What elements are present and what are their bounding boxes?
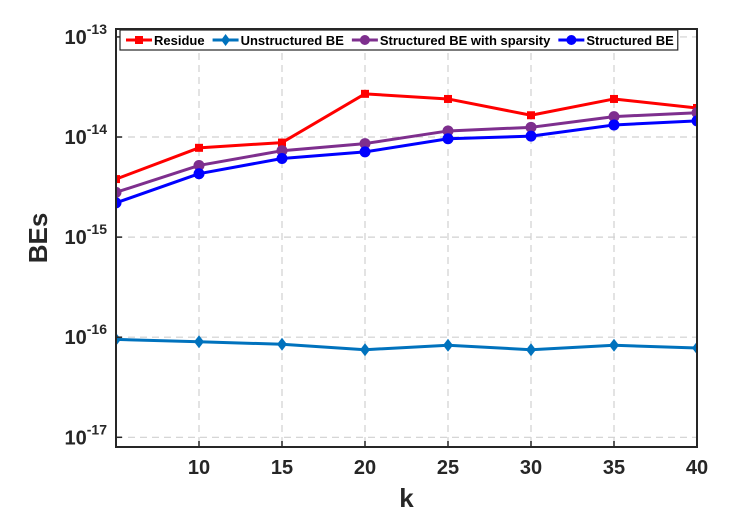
data-point [566, 35, 577, 45]
legend-entry: Unstructured BE [212, 33, 345, 48]
data-point [608, 111, 620, 123]
legend-label: Residue [154, 33, 205, 48]
x-tick-label: 25 [437, 457, 459, 479]
x-tick-label: 30 [520, 457, 542, 479]
data-point [444, 94, 452, 103]
y-tick-label: 10-13 [65, 21, 108, 49]
data-point [442, 133, 454, 145]
data-point [692, 341, 697, 355]
data-point [116, 186, 122, 198]
data-point [276, 145, 288, 157]
data-point [360, 343, 370, 357]
series-line [116, 111, 697, 194]
legend-label: Structured BE [586, 33, 674, 48]
y-tick-label: 10-17 [65, 421, 108, 449]
x-tick-label: 20 [354, 457, 376, 479]
data-point [359, 35, 370, 45]
data-point [359, 138, 371, 150]
data-point [135, 36, 143, 44]
data-point [610, 94, 618, 103]
x-tick-label: 40 [686, 457, 708, 479]
data-point [193, 159, 205, 171]
data-point [442, 125, 454, 137]
series-unstructured-be [116, 332, 697, 357]
data-point [193, 168, 205, 180]
y-axis-title: BEs [23, 213, 53, 264]
y-tick-label: 10-15 [65, 221, 108, 249]
x-tick-label: 35 [603, 457, 625, 479]
data-point [525, 130, 537, 142]
legend-label: Unstructured BE [241, 33, 345, 48]
data-point [443, 338, 453, 352]
data-point [359, 146, 371, 158]
data-point [194, 335, 204, 349]
legend-entry: Residue [126, 33, 205, 48]
y-tick-label: 10-14 [65, 121, 108, 149]
y-tick-label: 10-16 [65, 321, 108, 349]
x-axis-title: k [399, 483, 414, 513]
series-structured-be [116, 115, 697, 209]
data-point [526, 343, 536, 357]
data-point [361, 89, 369, 98]
legend-box [119, 29, 679, 51]
data-point [527, 111, 535, 120]
data-point [277, 337, 287, 351]
data-point [221, 34, 231, 46]
data-point [609, 338, 619, 352]
series-structured-be-with-sparsity [116, 107, 697, 198]
data-point [276, 153, 288, 165]
data-point [116, 197, 122, 209]
tick-layer: 10 15 20 25 30 35 40 10-17 10-16 10-15 10-14 10-13 [65, 21, 709, 479]
data-point [691, 107, 697, 119]
series-line [116, 92, 697, 181]
legend-entry: Structured BE [558, 33, 674, 48]
legend-entry: Structured BE with sparsity [351, 33, 551, 48]
data-point [608, 119, 620, 131]
x-tick-label: 10 [188, 457, 210, 479]
legend-label: Structured BE with sparsity [380, 33, 551, 48]
series-line [116, 337, 697, 352]
data-point [691, 115, 697, 127]
data-point [195, 143, 203, 152]
grid-layer [116, 29, 698, 447]
data-point [116, 332, 121, 346]
series-line [116, 119, 697, 205]
series-layer [116, 89, 697, 357]
plot-frame [115, 28, 698, 448]
data-point [278, 138, 286, 147]
legend: Residue Unstructured BE Structured BE with… [119, 29, 679, 51]
data-point [116, 175, 120, 184]
x-tick-label: 15 [271, 457, 293, 479]
data-point [525, 121, 537, 133]
